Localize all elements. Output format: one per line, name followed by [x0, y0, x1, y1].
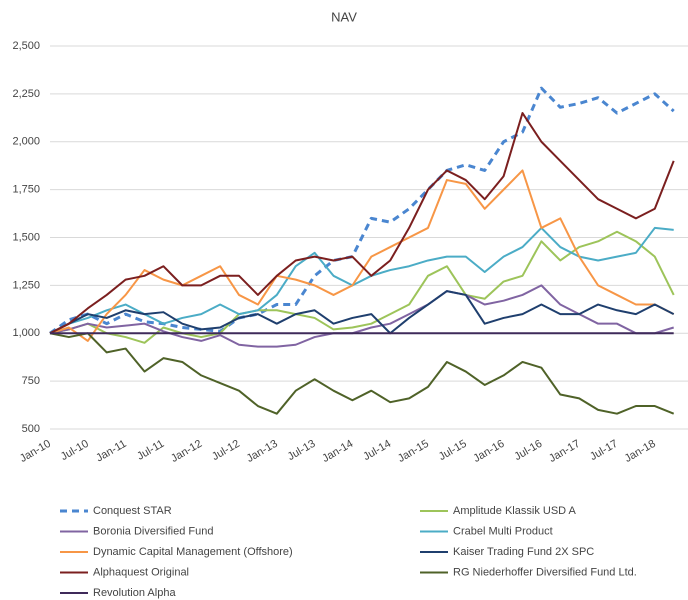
- x-tick-label: Jan-15: [396, 438, 431, 465]
- series-line: [49, 112, 675, 335]
- x-tick-label: Jul-15: [437, 438, 469, 463]
- legend-label: Conquest STAR: [93, 505, 172, 517]
- x-tick-label: Jan-17: [547, 438, 582, 465]
- legend-label: Dynamic Capital Management (Offshore): [93, 546, 293, 558]
- x-tick-label: Jan-13: [245, 438, 280, 465]
- x-tick-label: Jan-11: [94, 438, 128, 465]
- y-tick-label: 1,500: [12, 231, 40, 243]
- x-tick-label: Jul-12: [210, 438, 242, 463]
- x-tick-label: Jul-14: [361, 438, 393, 463]
- legend-label: Crabel Multi Product: [453, 525, 553, 537]
- x-tick-label: Jan-10: [18, 438, 53, 465]
- x-tick-label: Jul-10: [59, 438, 91, 463]
- x-tick-label: Jul-16: [512, 438, 544, 463]
- y-tick-label: 1,000: [12, 327, 40, 339]
- y-tick-label: 2,250: [12, 88, 40, 100]
- series-line: [49, 230, 675, 344]
- legend-label: Kaiser Trading Fund 2X SPC: [453, 546, 594, 558]
- x-tick-label: Jan-14: [320, 438, 355, 465]
- y-tick-label: 750: [22, 375, 40, 387]
- plot-area: [49, 86, 675, 415]
- series-line: [49, 332, 675, 415]
- x-tick-label: Jul-13: [286, 438, 318, 463]
- series-line: [49, 290, 675, 335]
- series-line: [49, 226, 674, 335]
- series-line: [49, 169, 675, 342]
- y-tick-label: 1,250: [12, 279, 40, 291]
- legend-label: Amplitude Klassik USD A: [453, 505, 577, 517]
- legend-label: Revolution Alpha: [93, 587, 176, 599]
- chart-title: NAV: [331, 9, 357, 24]
- x-tick-label: Jan-16: [471, 438, 506, 465]
- y-tick-label: 500: [22, 423, 40, 435]
- legend-label: Alphaquest Original: [93, 566, 189, 578]
- y-tick-label: 2,000: [12, 136, 40, 148]
- x-tick-label: Jan-18: [623, 438, 658, 465]
- y-tick-label: 2,500: [12, 40, 40, 52]
- x-tick-label: Jan-12: [169, 438, 204, 465]
- legend-label: RG Niederhoffer Diversified Fund Ltd.: [453, 566, 637, 578]
- x-tick-label: Jul-11: [135, 438, 166, 463]
- x-tick-label: Jul-17: [588, 438, 620, 463]
- y-tick-label: 1,750: [12, 184, 40, 196]
- series-line: [49, 284, 674, 348]
- series-line: [49, 86, 675, 335]
- legend-label: Boronia Diversified Fund: [93, 525, 213, 537]
